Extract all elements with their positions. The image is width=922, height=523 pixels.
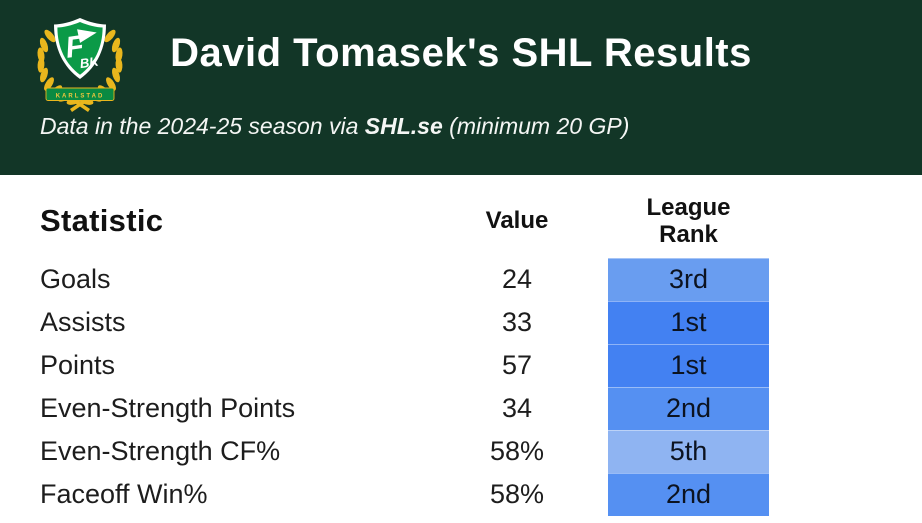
league-rank-cell: 2nd: [608, 473, 769, 516]
table-row: Even-Strength Points 34 2nd: [40, 387, 922, 430]
league-rank-line2: Rank: [659, 220, 718, 248]
statistic-cell: Even-Strength Points: [40, 393, 296, 423]
value-cell: 34: [501, 393, 533, 423]
statistic-cell: Assists: [40, 307, 126, 337]
statistic-cell: Points: [40, 350, 116, 380]
subtitle-suffix: (minimum 20 GP): [442, 113, 630, 139]
stats-table: Statistic Value League Rank Goals 24 3rd…: [0, 175, 922, 516]
table-row: Assists 33 1st: [40, 301, 922, 344]
value-cell: 58%: [489, 479, 545, 509]
page-title: David Tomasek's SHL Results: [170, 31, 752, 75]
header-banner: F BK KARLSTAD David Tomasek's SHL Result…: [0, 0, 922, 175]
column-header-league-rank: League Rank: [608, 186, 769, 248]
svg-text:BK: BK: [79, 53, 101, 71]
statistic-cell: Even-Strength CF%: [40, 436, 281, 466]
value-cell: 33: [501, 307, 533, 337]
league-rank-cell: 2nd: [608, 387, 769, 430]
shield-icon: F BK: [54, 18, 106, 79]
statistic-cell: Goals: [40, 264, 111, 294]
league-rank-cell: 3rd: [608, 258, 769, 301]
value-cell: 24: [501, 264, 533, 294]
column-header-statistic: Statistic: [40, 202, 164, 238]
league-rank-cell: 5th: [608, 430, 769, 473]
league-rank-cell: 1st: [608, 301, 769, 344]
table-row: Goals 24 3rd: [40, 258, 922, 301]
column-header-value: Value: [485, 206, 549, 234]
farjestad-bk-logo: F BK KARLSTAD: [37, 18, 123, 112]
monogram: F BK: [63, 29, 101, 71]
subtitle-source: SHL.se: [364, 113, 443, 139]
subtitle: Data in the 2024-25 season via SHL.se (m…: [0, 112, 922, 140]
table-row: Faceoff Win% 58% 2nd: [40, 473, 922, 516]
league-rank-cell: 1st: [608, 344, 769, 387]
banner-text: KARLSTAD: [56, 93, 105, 99]
table-body: Goals 24 3rd Assists 33 1st Points 57 1s…: [40, 258, 922, 516]
value-cell: 57: [501, 350, 533, 380]
karlstad-banner: KARLSTAD: [45, 87, 115, 101]
subtitle-prefix: Data in the 2024-25 season via: [40, 113, 365, 139]
table-row: Even-Strength CF% 58% 5th: [40, 430, 922, 473]
table-header-row: Statistic Value League Rank: [40, 175, 922, 258]
value-cell: 58%: [489, 436, 545, 466]
table-row: Points 57 1st: [40, 344, 922, 387]
statistic-cell: Faceoff Win%: [40, 479, 208, 509]
league-rank-line1: League: [646, 193, 731, 221]
